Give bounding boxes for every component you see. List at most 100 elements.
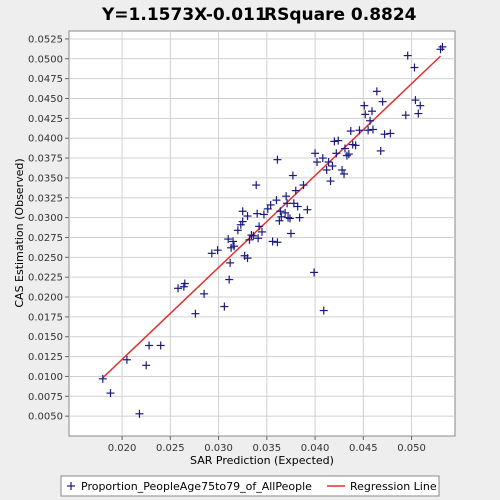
y-tick-label: 0.0125 bbox=[28, 352, 63, 363]
data-point bbox=[330, 137, 339, 146]
data-point bbox=[318, 154, 327, 163]
data-point bbox=[410, 63, 419, 72]
data-point bbox=[360, 101, 369, 110]
data-point bbox=[258, 227, 266, 236]
data-point bbox=[319, 306, 328, 315]
x-tick-label: 0.030 bbox=[204, 443, 233, 454]
data-point bbox=[346, 127, 355, 136]
x-tick-label: 0.025 bbox=[156, 443, 185, 454]
x-tick-label: 0.045 bbox=[349, 443, 378, 454]
data-point bbox=[230, 242, 239, 251]
data-point bbox=[342, 151, 351, 160]
x-axis-ticks: 0.020 0.025 0.030 0.035 0.040 0.045 0.050 bbox=[108, 436, 426, 454]
data-point bbox=[326, 177, 335, 186]
y-tick-label: 0.0200 bbox=[28, 293, 63, 304]
data-point bbox=[225, 275, 234, 284]
x-tick-label: 0.035 bbox=[253, 443, 282, 454]
data-point bbox=[303, 205, 312, 214]
data-point bbox=[416, 101, 425, 110]
y-tick-label: 0.0150 bbox=[28, 332, 63, 343]
data-point bbox=[328, 162, 337, 170]
data-point bbox=[288, 171, 297, 180]
data-point bbox=[366, 116, 375, 125]
data-point bbox=[247, 231, 256, 240]
data-point bbox=[411, 96, 420, 105]
data-point bbox=[282, 192, 291, 201]
y-axis-ticks: 0.0050 0.0075 0.0100 0.0125 0.0150 0.0175 0.02… bbox=[28, 34, 69, 423]
data-point bbox=[174, 284, 183, 293]
data-point bbox=[340, 144, 349, 153]
data-point bbox=[180, 279, 189, 288]
data-point bbox=[135, 409, 144, 418]
data-point bbox=[334, 136, 343, 145]
y-tick-label: 0.0225 bbox=[28, 273, 63, 284]
legend-regression-label: Regression Line bbox=[350, 480, 437, 493]
data-point bbox=[243, 212, 252, 221]
data-point bbox=[338, 165, 347, 174]
data-point bbox=[368, 125, 377, 134]
data-point bbox=[340, 169, 349, 178]
data-point bbox=[285, 214, 294, 223]
data-point bbox=[332, 149, 341, 158]
data-point bbox=[295, 213, 304, 222]
data-point bbox=[243, 254, 252, 263]
y-axis-label: CAS Estimation (Observed) bbox=[13, 158, 26, 307]
y-tick-label: 0.0375 bbox=[28, 154, 63, 165]
data-point bbox=[368, 107, 377, 116]
legend: Proportion_PeopleAge75to79_of_AllPeople … bbox=[60, 475, 440, 497]
data-point bbox=[281, 208, 290, 217]
data-point bbox=[268, 237, 277, 246]
data-point bbox=[313, 158, 322, 167]
data-point bbox=[355, 126, 364, 135]
data-point bbox=[344, 150, 353, 159]
grid-lines bbox=[69, 31, 455, 436]
legend-marker-plus-icon bbox=[67, 482, 75, 490]
data-point bbox=[226, 258, 235, 267]
title-equation: Y=1.1573X-0.011 bbox=[101, 5, 267, 25]
data-point bbox=[286, 229, 295, 238]
y-tick-label: 0.0500 bbox=[28, 54, 63, 65]
data-point bbox=[284, 213, 293, 222]
data-point bbox=[273, 155, 282, 164]
data-point bbox=[238, 207, 247, 216]
data-point bbox=[213, 246, 222, 255]
data-point bbox=[255, 222, 264, 231]
data-point bbox=[276, 207, 285, 216]
data-point bbox=[275, 216, 284, 225]
legend-box bbox=[60, 475, 440, 497]
legend-series-label: Proportion_PeopleAge75to79_of_AllPeople bbox=[81, 480, 312, 493]
data-point bbox=[322, 165, 331, 174]
y-tick-label: 0.0275 bbox=[28, 233, 63, 244]
y-tick-label: 0.0050 bbox=[28, 412, 63, 423]
data-point bbox=[254, 234, 263, 243]
data-point bbox=[380, 130, 389, 139]
data-point bbox=[324, 158, 333, 167]
y-tick-label: 0.0325 bbox=[28, 193, 63, 204]
data-point bbox=[98, 374, 107, 383]
data-point bbox=[283, 199, 292, 208]
x-tick-label: 0.040 bbox=[301, 443, 330, 454]
scatter-points bbox=[98, 42, 447, 418]
data-point bbox=[156, 341, 165, 350]
data-point bbox=[361, 110, 370, 119]
data-point bbox=[266, 200, 275, 209]
x-tick-label: 0.050 bbox=[397, 443, 426, 454]
data-point bbox=[253, 209, 262, 218]
y-tick-label: 0.0400 bbox=[28, 134, 63, 145]
data-point bbox=[310, 268, 319, 277]
data-point bbox=[403, 51, 412, 60]
data-point bbox=[229, 237, 238, 246]
data-point bbox=[277, 212, 286, 221]
y-tick-label: 0.0250 bbox=[28, 253, 63, 264]
data-point bbox=[386, 129, 395, 138]
data-point bbox=[249, 231, 258, 240]
y-tick-label: 0.0475 bbox=[28, 74, 63, 85]
title-rsquare: RSquare 0.8824 bbox=[264, 5, 417, 25]
data-point bbox=[414, 109, 423, 118]
data-point bbox=[299, 181, 308, 190]
data-point bbox=[291, 186, 300, 195]
data-point bbox=[273, 238, 282, 247]
data-point bbox=[438, 42, 447, 51]
regression-line-layer bbox=[102, 55, 442, 379]
